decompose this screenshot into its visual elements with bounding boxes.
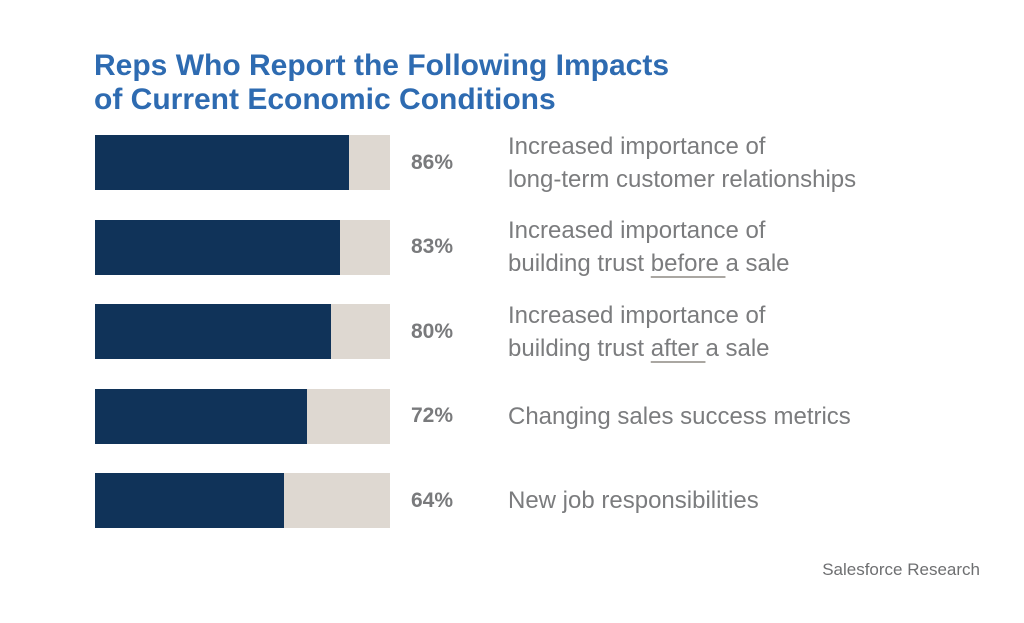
- chart-title-line2: of Current Economic Conditions: [94, 83, 556, 117]
- chart-title: Reps Who Report the Following Impacts of…: [94, 49, 669, 117]
- bar-percent: 80%: [411, 319, 454, 343]
- bar-chart: 86% Increased importance of long-term cus…: [95, 133, 856, 528]
- bar-percent: 83%: [411, 235, 454, 258]
- bar-label: Changing sales success metrics: [508, 402, 851, 430]
- bar-label: Increased importance of building trust af…: [508, 301, 770, 362]
- source-credit: Salesforce Research: [822, 560, 980, 579]
- bar-fill: [95, 388, 308, 444]
- bar-track: [95, 219, 390, 275]
- bar-fill: [95, 135, 349, 190]
- bar-track: [95, 473, 390, 528]
- bar-track: [95, 135, 390, 190]
- chart-title-line1: Reps Who Report the Following Impacts: [94, 49, 670, 83]
- bar-row: 83% Increased importance of building trus…: [95, 217, 856, 277]
- bar-label: Increased importance of building trust be…: [508, 217, 790, 277]
- bar-row: 72% Changing sales success metrics: [95, 388, 856, 444]
- bar-percent: 86%: [411, 150, 454, 174]
- bar-row: 86% Increased importance of long-term cus…: [95, 133, 856, 193]
- bar-track: [95, 304, 390, 359]
- bar-row: 80% Increased importance of building trus…: [95, 302, 856, 362]
- bar-track: [95, 388, 390, 444]
- bar-row: 64% New job responsibilities: [95, 473, 856, 528]
- bar-fill: [95, 473, 284, 528]
- bar-percent: 72%: [411, 404, 454, 427]
- bar-fill: [95, 304, 331, 359]
- bar-fill: [95, 219, 340, 275]
- bar-label: Increased importance of long-term custome…: [508, 132, 857, 193]
- bar-percent: 64%: [411, 488, 454, 512]
- bar-label: New job responsibilities: [508, 487, 759, 514]
